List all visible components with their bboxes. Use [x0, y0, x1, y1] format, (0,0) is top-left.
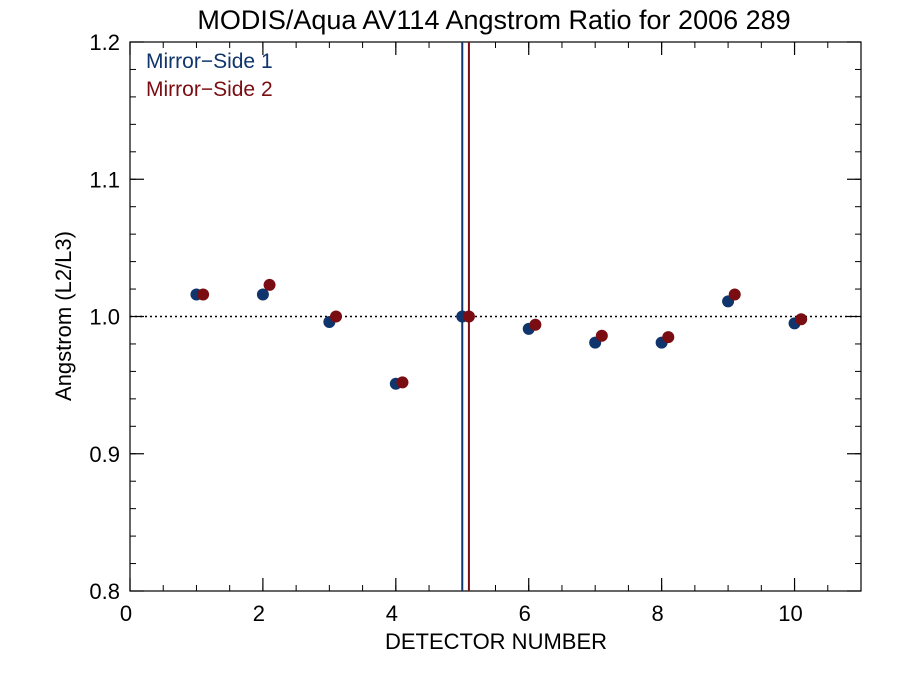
y-tick-label: 1.1 [89, 167, 120, 192]
chart-title: MODIS/Aqua AV114 Angstrom Ratio for 2006… [197, 5, 790, 35]
data-point-mirror-side-2 [197, 288, 210, 301]
data-point-mirror-side-2 [795, 313, 808, 326]
x-tick-label: 10 [778, 601, 802, 626]
y-tick-label: 1.2 [89, 30, 120, 55]
data-point-mirror-side-2 [263, 278, 276, 291]
data-point-mirror-side-2 [529, 318, 542, 331]
x-tick-label: 6 [519, 601, 531, 626]
x-tick-label: 4 [386, 601, 398, 626]
x-tick-label: 2 [253, 601, 265, 626]
data-point-mirror-side-2 [662, 331, 675, 344]
legend-entry-mirror-side-1: Mirror−Side 1 [146, 50, 273, 73]
y-tick-label: 0.9 [89, 442, 120, 467]
data-point-mirror-side-1 [256, 288, 269, 301]
y-tick-label: 1.0 [89, 305, 120, 330]
data-point-mirror-side-2 [595, 329, 608, 342]
y-tick-label: 0.8 [89, 579, 120, 604]
data-point-mirror-side-2 [396, 376, 409, 389]
x-tick-label: 8 [652, 601, 664, 626]
x-tick-label: 0 [120, 601, 132, 626]
axis-tick-labels: 0 2 4 6 8 10 0.8 0.9 1.0 1.1 1.2 [89, 30, 802, 626]
x-axis-label: DETECTOR NUMBER [385, 629, 607, 654]
data-point-mirror-side-2 [462, 310, 475, 323]
legend-entry-mirror-side-2: Mirror−Side 2 [146, 78, 273, 101]
y-axis-label: Angstrom (L2/L3) [51, 231, 76, 401]
data-point-mirror-side-2 [728, 288, 741, 301]
data-series [190, 42, 808, 591]
legend: Mirror−Side 1 Mirror−Side 2 [146, 50, 273, 101]
data-point-mirror-side-2 [330, 310, 343, 323]
